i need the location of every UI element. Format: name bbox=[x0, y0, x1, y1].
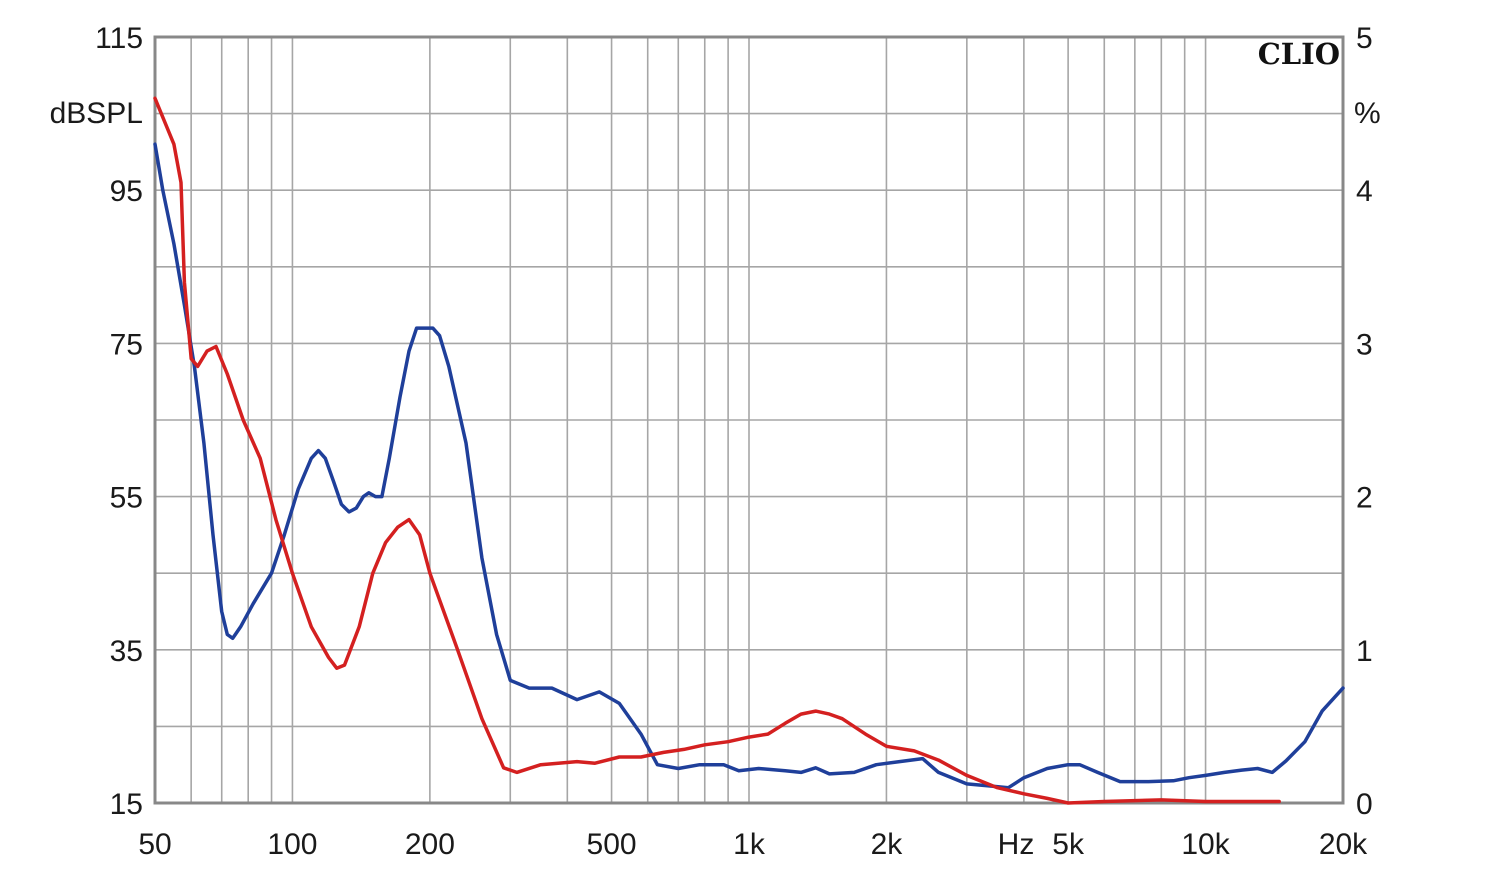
x-axis-ticks: 50 100 200 500 1k 2k 5k 10k 20k bbox=[138, 828, 1368, 861]
left-axis-tick-label: 55 bbox=[110, 482, 143, 515]
left-axis-tick-label: 115 bbox=[95, 22, 143, 55]
x-axis-tick-label: 1k bbox=[733, 828, 766, 861]
right-axis-tick-label: 0 bbox=[1356, 788, 1373, 821]
x-axis-unit-label: Hz bbox=[998, 828, 1035, 861]
left-axis-ticks: 115 95 75 55 35 15 bbox=[95, 22, 143, 821]
right-axis-tick-label: 5 bbox=[1356, 22, 1373, 55]
clio-brand-label: CLIO bbox=[1258, 37, 1340, 71]
left-axis-tick-label: 35 bbox=[110, 635, 143, 668]
right-axis-tick-label: 4 bbox=[1356, 175, 1373, 208]
x-axis-tick-label: 200 bbox=[405, 828, 455, 861]
left-axis-tick-label: 15 bbox=[110, 788, 143, 821]
x-axis-tick-label: 10k bbox=[1181, 828, 1230, 861]
left-axis-unit-label: dBSPL bbox=[50, 97, 143, 130]
x-axis-tick-label: 5k bbox=[1052, 828, 1085, 861]
plot-frame bbox=[153, 35, 1345, 805]
left-axis-tick-label: 95 bbox=[110, 175, 143, 208]
x-axis-tick-label: 20k bbox=[1319, 828, 1368, 861]
right-axis-tick-label: 1 bbox=[1356, 635, 1373, 668]
x-axis-tick-label: 500 bbox=[587, 828, 637, 861]
right-axis-ticks: 5 4 3 2 1 0 bbox=[1356, 22, 1373, 821]
right-axis-tick-label: 2 bbox=[1356, 482, 1373, 515]
series-group bbox=[153, 96, 1345, 805]
left-axis-tick-label: 75 bbox=[110, 328, 143, 361]
x-axis-tick-label: 100 bbox=[267, 828, 317, 861]
x-axis-tick-label: 2k bbox=[871, 828, 904, 861]
right-axis-tick-label: 3 bbox=[1356, 328, 1373, 361]
x-axis-tick-label: 50 bbox=[138, 828, 171, 861]
series-line-red bbox=[153, 96, 1281, 805]
plot-grid bbox=[155, 37, 1343, 803]
series-line-blue bbox=[153, 142, 1345, 790]
right-axis-unit-label: % bbox=[1354, 97, 1381, 130]
